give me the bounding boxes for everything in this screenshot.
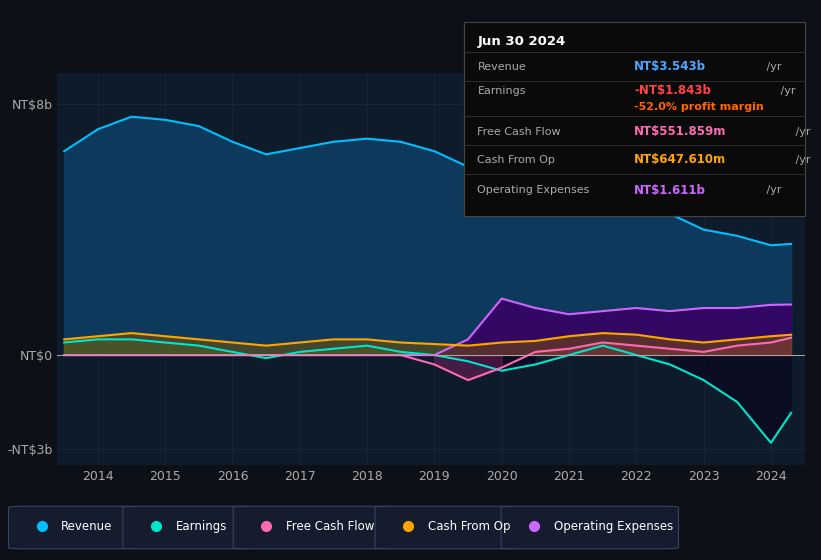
Text: Earnings: Earnings [478, 86, 526, 96]
Text: /yr: /yr [763, 185, 782, 195]
Text: Cash From Op: Cash From Op [478, 155, 555, 165]
Text: /yr: /yr [791, 155, 810, 165]
Text: /yr: /yr [791, 127, 810, 137]
FancyBboxPatch shape [123, 506, 253, 549]
Text: Revenue: Revenue [478, 62, 526, 72]
Text: /yr: /yr [777, 86, 796, 96]
FancyBboxPatch shape [501, 506, 678, 549]
Text: Cash From Op: Cash From Op [428, 520, 511, 533]
Text: -52.0% profit margin: -52.0% profit margin [635, 102, 764, 113]
Text: Free Cash Flow: Free Cash Flow [478, 127, 561, 137]
Text: NT$551.859m: NT$551.859m [635, 125, 727, 138]
Text: Earnings: Earnings [176, 520, 227, 533]
Text: -NT$1.843b: -NT$1.843b [635, 85, 711, 97]
Text: NT$647.610m: NT$647.610m [635, 153, 727, 166]
FancyBboxPatch shape [233, 506, 395, 549]
Text: NT$1.611b: NT$1.611b [635, 184, 706, 197]
FancyBboxPatch shape [464, 22, 805, 216]
Text: Free Cash Flow: Free Cash Flow [286, 520, 374, 533]
FancyBboxPatch shape [8, 506, 139, 549]
Text: /yr: /yr [763, 62, 782, 72]
Text: Jun 30 2024: Jun 30 2024 [478, 35, 566, 48]
Text: NT$3.543b: NT$3.543b [635, 60, 706, 73]
Text: Operating Expenses: Operating Expenses [478, 185, 589, 195]
FancyBboxPatch shape [375, 506, 521, 549]
Text: Operating Expenses: Operating Expenses [554, 520, 673, 533]
Text: Revenue: Revenue [62, 520, 112, 533]
